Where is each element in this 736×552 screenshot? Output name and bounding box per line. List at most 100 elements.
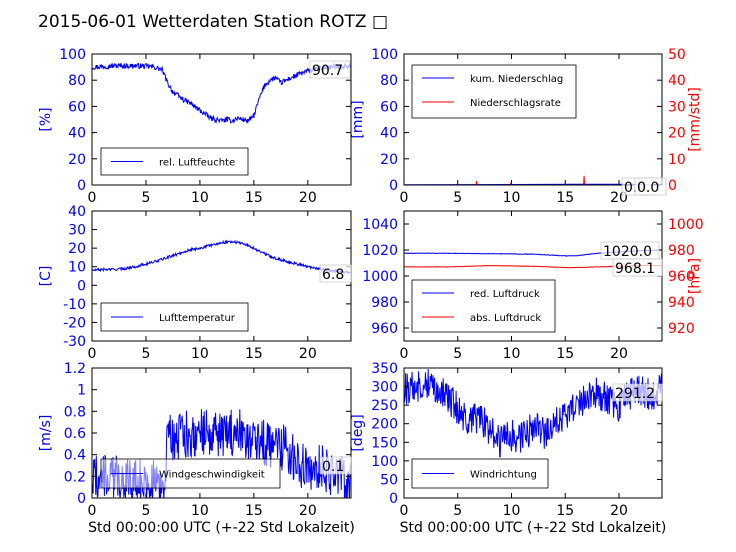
y2-tick-label: 0: [668, 178, 677, 194]
y-tick-label: 0: [77, 178, 86, 194]
x-tick-label: 5: [453, 346, 462, 362]
value-annotation: 6.8: [322, 267, 344, 283]
x-tick-label: 10: [191, 346, 209, 362]
value-annotation: 1020.0: [603, 244, 652, 260]
axes-frame-humidity: [91, 53, 352, 186]
axes-frame-precip: [403, 53, 663, 186]
y-tick-label: 20: [380, 152, 398, 168]
x-tick-label: 15: [245, 503, 263, 519]
x-axis-label: Std 00:00:00 UTC (+-22 Std Lokalzeit): [88, 520, 355, 536]
y2-tick-label: 10: [668, 152, 686, 168]
y-axis-label: [C]: [38, 266, 54, 287]
chart-humidity: 0 5 10 15 20 0 20 40 60 80 100 [%] rel. Luftfeuchte 9…: [38, 47, 352, 206]
y-tick-label: 20: [68, 241, 86, 257]
x-tick-label: 5: [141, 346, 150, 362]
x-tick-label: 15: [245, 190, 263, 206]
y-tick-label: -30: [63, 334, 86, 350]
y-tick-label: 100: [59, 47, 86, 63]
y-tick-label: 0.6: [64, 426, 86, 442]
x-tick-label: 10: [503, 503, 521, 519]
legend-box-pressure: [411, 279, 556, 333]
x-tick-label: 15: [556, 503, 574, 519]
y-tick-label: 300: [371, 380, 398, 396]
y-axis-label: [m/s]: [38, 415, 54, 452]
y-tick-label: 0: [77, 278, 86, 294]
legend-box-precip: [411, 64, 577, 119]
x-tick-label: 5: [453, 190, 462, 206]
y-tick-label: 0.2: [64, 469, 86, 485]
x-tick-label: 0: [400, 503, 409, 519]
x-tick-label: 0: [400, 190, 409, 206]
y-tick-label: 100: [371, 47, 398, 63]
chart-temperature: 0 5 10 15 20 -30 -20 -10 0 10 20 30 40 [C] Lufttempera…: [38, 204, 352, 362]
y-tick-label: 1: [77, 383, 86, 399]
y-tick-label: -10: [63, 297, 86, 313]
series-line-winddir-0: [404, 369, 662, 458]
chart-precip: 0 5 10 15 2002040608010001020304050[mm/std][…: [350, 47, 703, 206]
value-annotation: 90.7: [312, 63, 343, 79]
x-tick-label: 20: [610, 503, 628, 519]
value-annotation-box: [319, 456, 352, 475]
y-tick-label: 80: [380, 73, 398, 89]
y-tick-label: 350: [371, 361, 398, 377]
y-tick-label: 0.4: [64, 448, 86, 464]
x-tick-label: 5: [141, 190, 150, 206]
title-missing-glyph: □: [372, 12, 388, 32]
y-axis-label: [mm]: [350, 100, 366, 138]
y2-tick-label: 20: [668, 126, 686, 142]
y2-tick-label: 980: [668, 243, 695, 259]
y-tick-label: 10: [68, 260, 86, 276]
value-annotation: 291.2: [615, 386, 655, 402]
y-tick-label: 1000: [362, 269, 398, 285]
value-annotation: 0.0: [637, 180, 659, 196]
y-tick-label: 0: [389, 491, 398, 507]
y-tick-label: 980: [371, 295, 398, 311]
y2-tick-label: 50: [668, 47, 686, 63]
x-tick-label: 0: [88, 503, 97, 519]
y-tick-label: 40: [68, 126, 86, 142]
y2-axis-label: [mm/std]: [687, 87, 703, 152]
x-tick-label: 10: [191, 190, 209, 206]
legend-label: rel. Luftfeuchte: [159, 158, 235, 169]
legend-label: Lufttemperatur: [159, 313, 236, 324]
x-tick-label: 20: [610, 346, 628, 362]
legend-label: red. Luftdruck: [470, 289, 540, 300]
value-annotation-box: [612, 258, 663, 277]
chart-windspeed: 0 5 10 15 20 0 0.2 0.4 0.6 0.8 1 1.2 [m/s] Std 00:00:…: [38, 361, 355, 536]
series-line-windspeed-0: [92, 409, 351, 498]
y-tick-label: 0.8: [64, 404, 86, 420]
value-annotation: 0.1: [322, 459, 344, 475]
y2-tick-label: 30: [668, 99, 686, 115]
x-tick-label: 0: [88, 346, 97, 362]
y-tick-label: 50: [380, 472, 398, 488]
y2-axis-label: [hPa]: [687, 258, 703, 294]
x-axis-label: Std 00:00:00 UTC (+-22 Std Lokalzeit): [400, 520, 667, 536]
x-tick-label: 15: [556, 346, 574, 362]
value-annotation-box: [319, 264, 352, 283]
y-tick-label: 40: [68, 204, 86, 220]
legend-label: kum. Niederschlag: [470, 74, 563, 85]
y-tick-label: 60: [380, 99, 398, 115]
value-annotation: 968.1: [615, 261, 655, 277]
y-tick-label: 250: [371, 398, 398, 414]
value-annotation-box: [634, 177, 667, 196]
x-tick-label: 0: [88, 190, 97, 206]
legend-label: abs. Luftdruck: [470, 313, 541, 324]
y-tick-label: 100: [371, 454, 398, 470]
series-line-temperature-0: [92, 239, 351, 275]
y-tick-label: 40: [380, 126, 398, 142]
y-tick-label: 1020: [362, 243, 398, 259]
x-tick-label: 5: [453, 503, 462, 519]
y-axis-label: [%]: [38, 107, 54, 131]
y-tick-label: 0: [77, 491, 86, 507]
chart-pressure: 0 5 10 15 20 960 980 1000 1020 1040 920 940 960 980 10…: [362, 210, 704, 362]
x-tick-label: 10: [503, 346, 521, 362]
x-tick-label: 20: [299, 503, 317, 519]
y-tick-label: 20: [68, 152, 86, 168]
y-tick-label: 30: [68, 223, 86, 239]
x-tick-label: 5: [141, 503, 150, 519]
value-annotation-box: [612, 383, 663, 402]
